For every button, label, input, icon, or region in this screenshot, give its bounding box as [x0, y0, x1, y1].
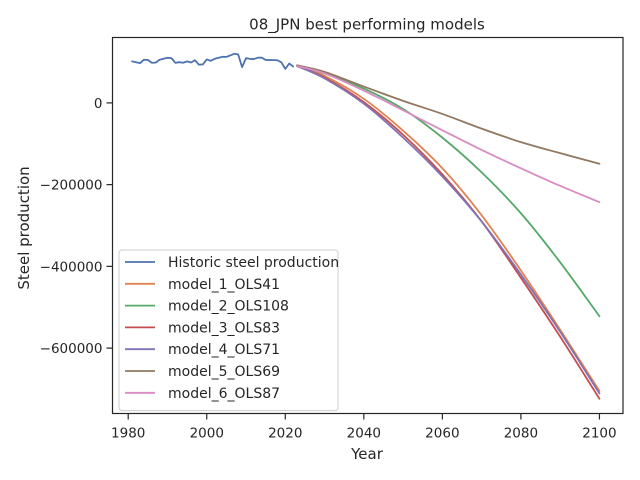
- legend-label: model_5_OLS69: [168, 364, 280, 380]
- legend-label: model_2_OLS108: [168, 299, 289, 315]
- series-line-model-1-ols41: [296, 65, 601, 392]
- x-axis-title: Year: [350, 445, 384, 463]
- legend-box: [118, 249, 339, 412]
- series-layer: [131, 52, 601, 400]
- x-tick-label: 2060: [425, 426, 459, 442]
- y-tick-label: −400000: [40, 259, 103, 275]
- x-tick-label: 2020: [268, 426, 302, 442]
- legend-label: model_6_OLS87: [168, 386, 280, 402]
- x-axis: 1980 2000 2020 2040 2060 2080 2100: [111, 413, 617, 442]
- plot-frame: [111, 36, 624, 415]
- series-line-historic: [131, 52, 295, 70]
- x-tick-label: 2100: [582, 426, 616, 442]
- series-line-model-4-ols71: [296, 65, 601, 395]
- series-line-model-6-ols87: [296, 65, 601, 204]
- y-axis-title: Steel production: [15, 166, 33, 289]
- legend: Historic steel production model_1_OLS41mo…: [118, 249, 339, 412]
- x-tick-label: 2040: [347, 426, 381, 442]
- y-tick-label: −200000: [40, 178, 103, 194]
- x-tick-label: 2000: [190, 426, 224, 442]
- legend-label: model_4_OLS71: [168, 342, 280, 358]
- legend-label: model_3_OLS83: [168, 320, 280, 336]
- x-tick-label: 2080: [504, 426, 538, 442]
- y-tick-label: 0: [94, 96, 103, 112]
- series-line-model-5-ols69: [296, 64, 601, 165]
- series-line-model-2-ols108: [296, 65, 601, 318]
- chart-title: 08_JPN best performing models: [249, 16, 485, 35]
- series-line-model-3-ols83: [296, 65, 601, 400]
- legend-label: model_1_OLS41: [168, 277, 280, 293]
- y-tick-label: −600000: [40, 341, 103, 357]
- y-axis: 0 −200000 −400000 −600000: [40, 96, 113, 357]
- x-tick-label: 1980: [111, 426, 145, 442]
- legend-label: Historic steel production: [168, 255, 339, 271]
